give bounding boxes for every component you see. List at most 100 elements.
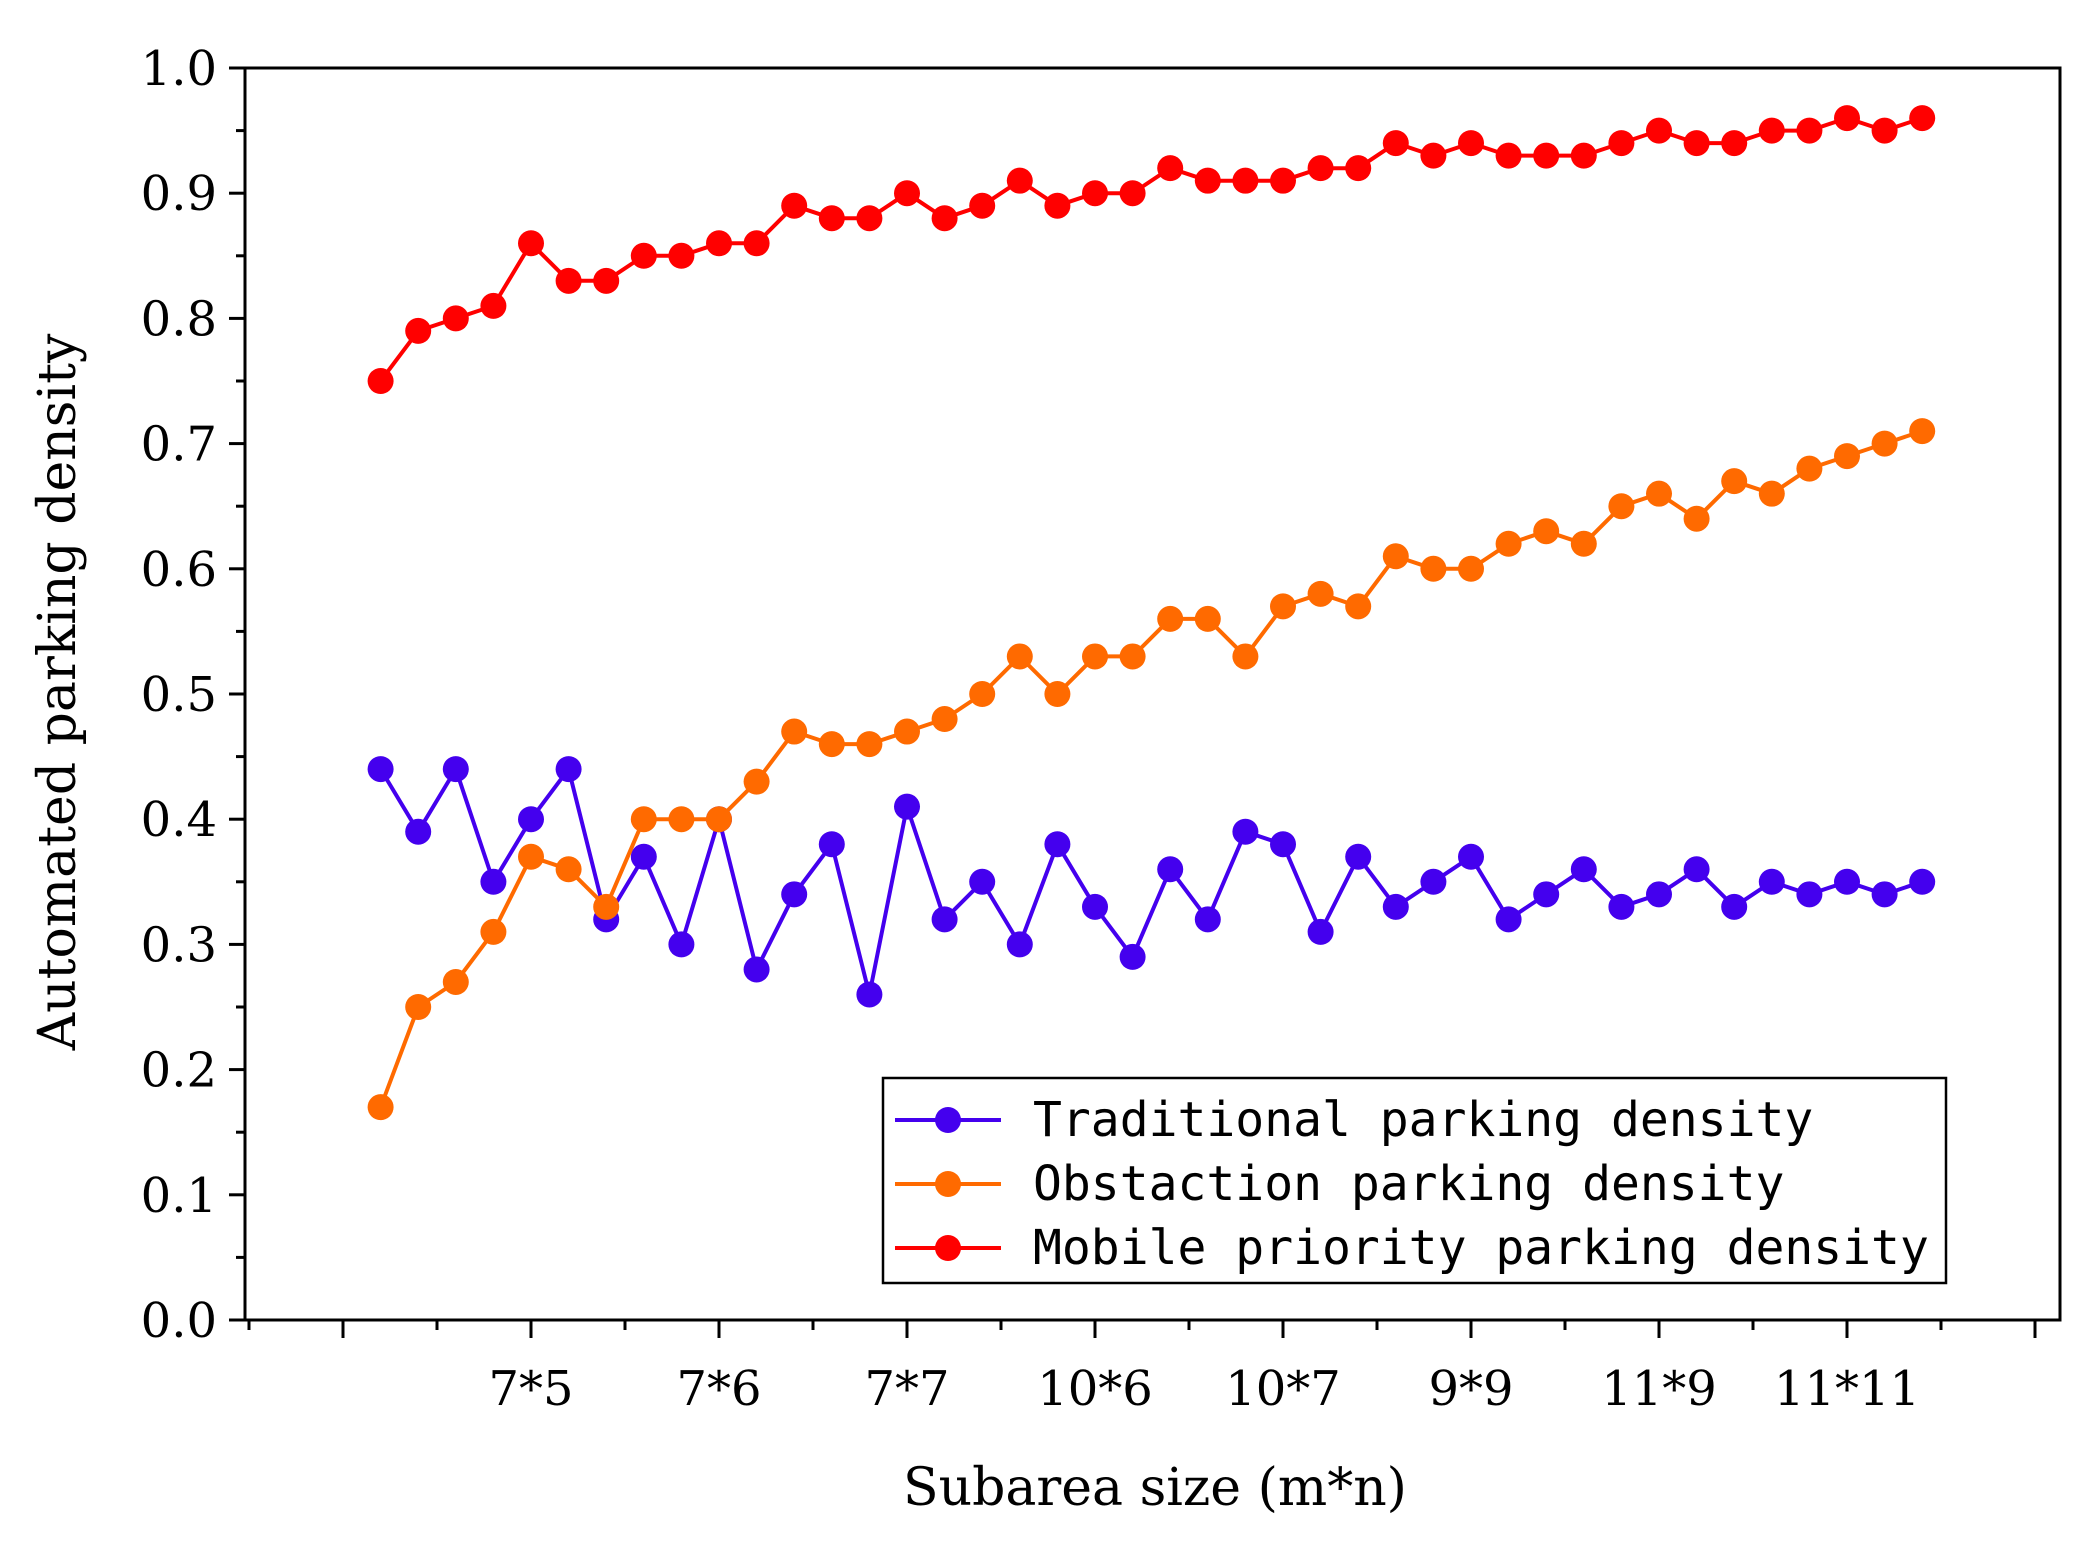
- data-point: [1382, 130, 1409, 157]
- x-tick-label: 11*9: [1601, 1361, 1717, 1417]
- data-point: [1082, 643, 1108, 670]
- data-point: [1270, 831, 1296, 858]
- data-point: [743, 956, 770, 983]
- data-point: [367, 368, 394, 394]
- series-line: [378, 429, 1923, 1108]
- data-point: [1758, 868, 1785, 895]
- data-point: [405, 818, 432, 845]
- data-point: [931, 205, 958, 232]
- data-point: [781, 881, 808, 908]
- legend: Traditional parking density Obstaction pa…: [881, 1076, 1948, 1285]
- data-point: [743, 768, 770, 795]
- data-point: [1307, 580, 1334, 607]
- data-point: [1758, 117, 1785, 144]
- data-point: [1458, 843, 1484, 870]
- data-point: [1570, 142, 1597, 169]
- data-point: [1909, 105, 1936, 132]
- data-point: [442, 968, 469, 995]
- x-tick-label: 7*7: [864, 1361, 949, 1417]
- data-point: [1420, 142, 1447, 169]
- data-point: [1533, 142, 1560, 169]
- data-point: [442, 756, 469, 783]
- data-point: [1721, 468, 1748, 495]
- data-point: [969, 681, 996, 707]
- data-point: [480, 918, 507, 945]
- data-point: [818, 205, 845, 232]
- data-point: [706, 230, 732, 257]
- data-point: [1495, 142, 1522, 169]
- data-point: [818, 831, 845, 858]
- data-point: [1796, 881, 1823, 908]
- data-point: [931, 706, 958, 733]
- data-point: [969, 868, 996, 895]
- data-point: [518, 806, 544, 833]
- y-tick-label: 0.0: [141, 1293, 217, 1349]
- x-tick-label: 7*6: [676, 1361, 761, 1417]
- data-point: [706, 806, 732, 833]
- series-line: [378, 767, 1923, 997]
- data-point: [1834, 105, 1860, 132]
- series-3: [367, 105, 1936, 394]
- series-line: [379, 116, 1923, 383]
- y-tick-label: 0.5: [141, 667, 217, 723]
- y-tick-label: 0.8: [141, 291, 217, 347]
- data-point: [1683, 130, 1710, 157]
- data-point: [1570, 856, 1597, 883]
- data-point: [1157, 856, 1184, 883]
- data-point: [1044, 192, 1071, 219]
- data-point: [555, 756, 582, 783]
- y-axis-title: Automated parking density: [28, 333, 88, 1051]
- data-point: [1721, 893, 1748, 920]
- x-tick-label: 10*6: [1037, 1361, 1153, 1417]
- data-point: [630, 806, 657, 833]
- data-point: [1345, 593, 1372, 620]
- legend-swatch-marker: [935, 1171, 961, 1197]
- data-point: [931, 906, 958, 933]
- y-tick-label: 0.3: [141, 917, 217, 973]
- legend-box: [881, 1076, 1948, 1285]
- data-point: [1082, 180, 1108, 207]
- y-tick-label: 0.7: [141, 417, 217, 473]
- data-point: [1232, 818, 1259, 845]
- data-point: [1533, 881, 1560, 908]
- data-point: [1758, 480, 1785, 507]
- data-point: [367, 756, 394, 783]
- data-point: [555, 856, 582, 883]
- data-point: [1082, 893, 1108, 920]
- data-point: [1909, 418, 1936, 445]
- data-point: [1307, 918, 1334, 945]
- data-point: [1533, 518, 1560, 545]
- y-tick-label: 0.2: [141, 1043, 217, 1099]
- legend-label: Traditional parking density: [1033, 1092, 1813, 1148]
- data-point: [1683, 856, 1710, 883]
- data-point: [818, 731, 845, 758]
- data-point: [856, 981, 883, 1008]
- data-point: [1721, 130, 1748, 157]
- data-point: [1646, 480, 1672, 507]
- data-point: [1834, 443, 1860, 470]
- data-point: [1871, 881, 1898, 908]
- data-point: [743, 230, 770, 257]
- data-point: [1796, 117, 1823, 144]
- data-point: [555, 267, 582, 294]
- data-point: [518, 843, 544, 870]
- data-point: [668, 242, 695, 269]
- data-point: [1232, 643, 1259, 670]
- data-point: [1458, 130, 1484, 157]
- data-point: [1307, 155, 1334, 182]
- legend-label: Mobile priority parking density: [1033, 1220, 1929, 1276]
- data-point: [405, 994, 432, 1020]
- data-point: [1608, 130, 1635, 157]
- data-point: [480, 868, 507, 895]
- data-point: [668, 931, 695, 958]
- legend-swatch-marker: [935, 1107, 961, 1133]
- series-1: [367, 756, 1936, 1008]
- data-point: [856, 205, 883, 232]
- axes: 0.0 0.1 0.2 0.3 0.4 0.5 0.6 0.7 0.8 0.9 1.0 7*5 7*6 7…: [141, 41, 2062, 1417]
- data-point: [1796, 455, 1823, 482]
- data-point: [1909, 868, 1936, 895]
- data-point: [1232, 167, 1259, 194]
- data-point: [1458, 555, 1484, 582]
- data-point: [1683, 505, 1710, 532]
